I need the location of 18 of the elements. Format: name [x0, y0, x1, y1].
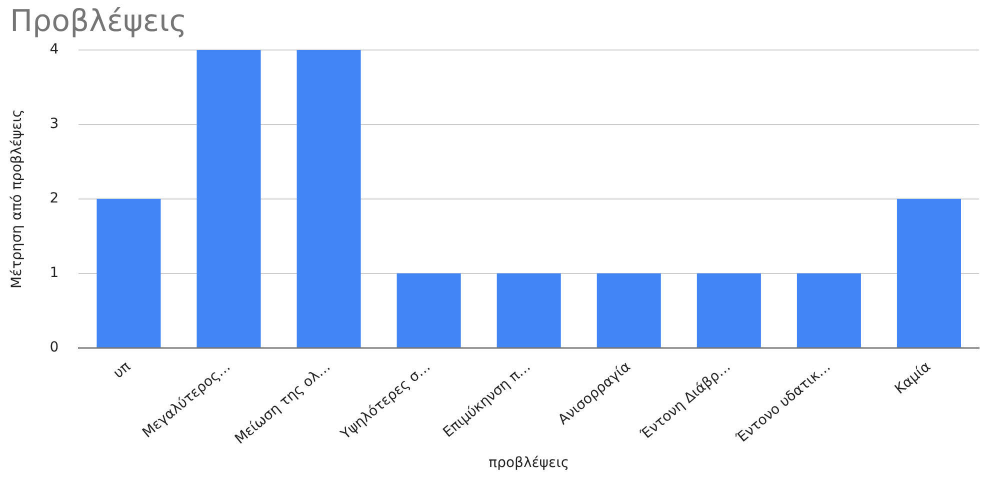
y-axis-title: Μέτρηση από προβλέψεις [9, 109, 26, 288]
chart-title: Προβλέψεις [10, 4, 187, 39]
bar [96, 198, 161, 348]
bar [396, 273, 461, 348]
y-tick-label: 1 [50, 264, 59, 281]
bar [696, 273, 761, 348]
bar [896, 198, 961, 348]
bar [796, 273, 861, 348]
y-tick-label: 2 [50, 190, 59, 207]
x-axis-title: προβλέψεις [488, 455, 570, 472]
x-tick-label: υπ [110, 358, 134, 382]
y-tick-label: 3 [50, 116, 59, 132]
bar [196, 50, 261, 348]
y-tick-label: 0 [50, 339, 59, 356]
bar [496, 273, 561, 348]
bar [296, 50, 361, 348]
bar [596, 273, 661, 348]
y-tick-label: 4 [50, 42, 59, 58]
